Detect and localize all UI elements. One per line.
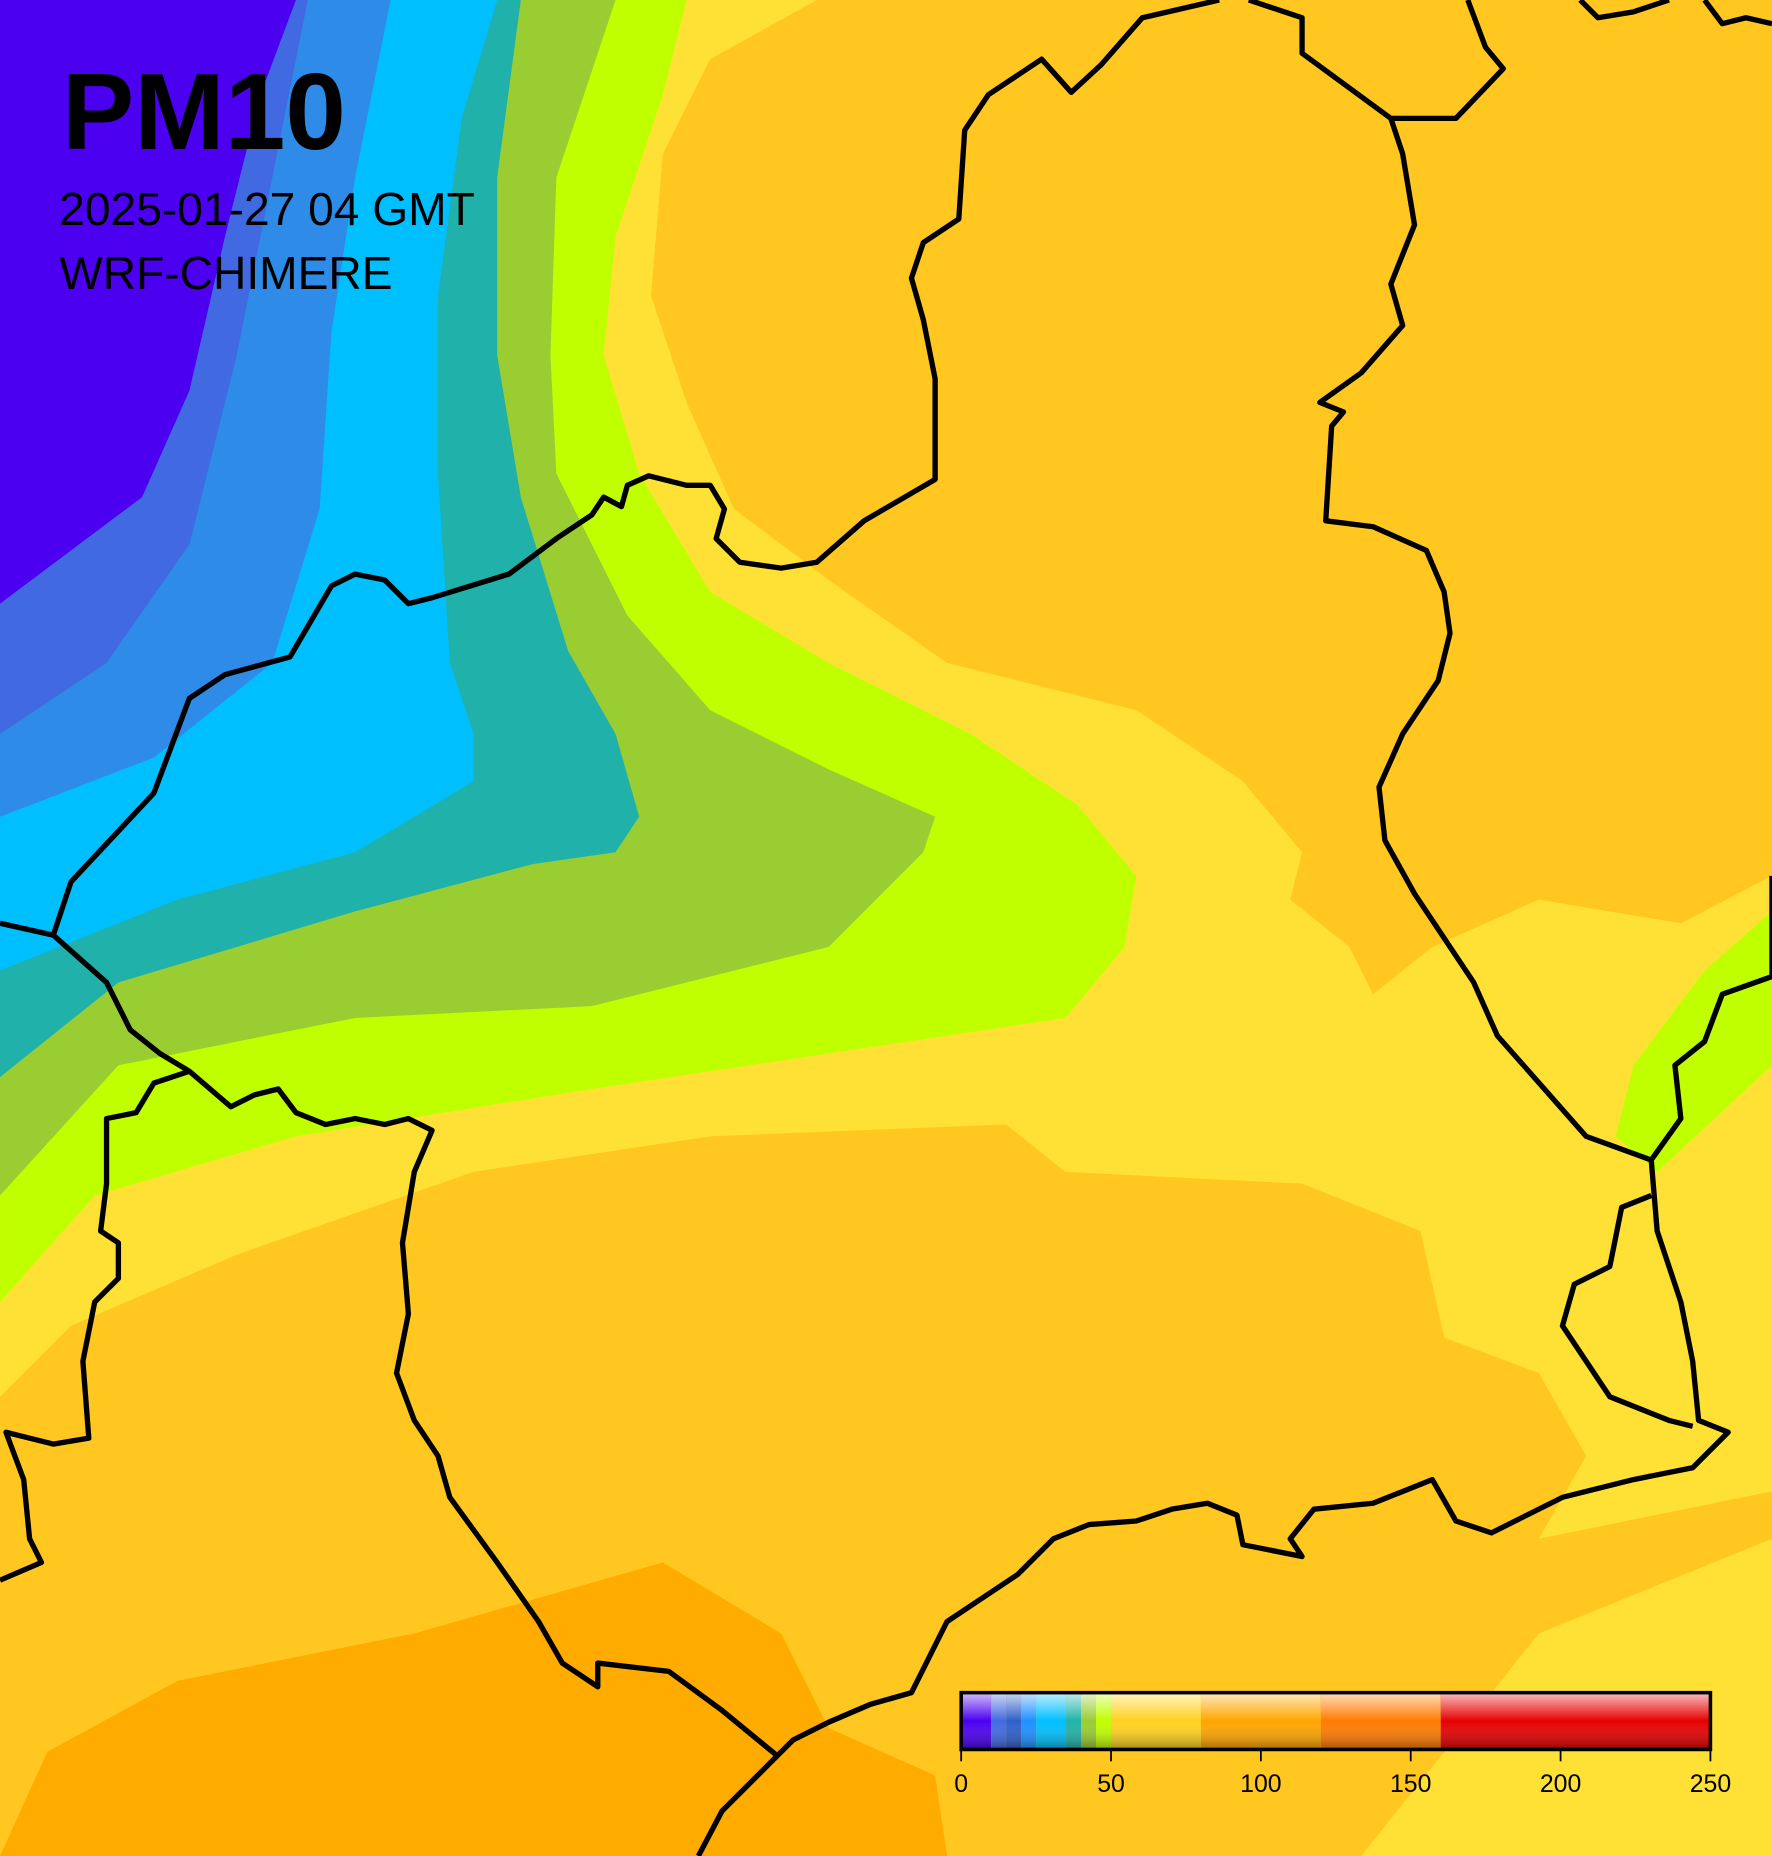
colorbar-shade: [1066, 1692, 1082, 1750]
field-lime: [1615, 911, 1772, 1172]
colorbar-tick-label: 100: [1240, 1771, 1281, 1798]
colorbar-shade: [1320, 1692, 1441, 1750]
border: [1702, 0, 1772, 27]
field-orange: [0, 1562, 947, 1856]
title: PM10: [62, 51, 346, 173]
colorbar-shade: [1200, 1692, 1321, 1750]
border: [1559, 1193, 1694, 1429]
colorbar-tick-label: 250: [1690, 1771, 1731, 1798]
colorbar: 0 50 100 150 200 250: [954, 1690, 1731, 1798]
field-gold: [651, 0, 1772, 995]
colorbar-tick-label: 50: [1097, 1771, 1125, 1798]
title-block: PM10 2025-01-27 04 GMT WRF-CHIMERE: [59, 51, 475, 299]
colorbar-tick-label: 0: [954, 1771, 968, 1798]
date: 2025-01-27 04 GMT: [59, 183, 475, 235]
border: [51, 933, 778, 1757]
colorbar-shade: [1006, 1692, 1022, 1750]
colorbar-shade: [1111, 1692, 1201, 1750]
colorbar-frame: [959, 1690, 1713, 1752]
border: [1247, 0, 1506, 122]
colorbar-tick-label: 150: [1390, 1771, 1431, 1798]
colorbar-shade: [961, 1692, 992, 1750]
colorbar-shade: [1096, 1692, 1112, 1750]
colorbar-shade: [1036, 1692, 1067, 1750]
model: WRF-CHIMERE: [59, 247, 392, 299]
border: [0, 1068, 191, 1583]
border: [0, 0, 1220, 938]
field-purple: [0, 0, 296, 604]
border: [696, 117, 1731, 1856]
colorbar-shade: [1081, 1692, 1097, 1750]
colorbar-tick-label: 200: [1540, 1771, 1581, 1798]
border: [1578, 0, 1670, 21]
colorbar-shade: [991, 1692, 1007, 1750]
colorbar-shade: [1440, 1692, 1711, 1750]
colorbar-shade: [1021, 1692, 1037, 1750]
